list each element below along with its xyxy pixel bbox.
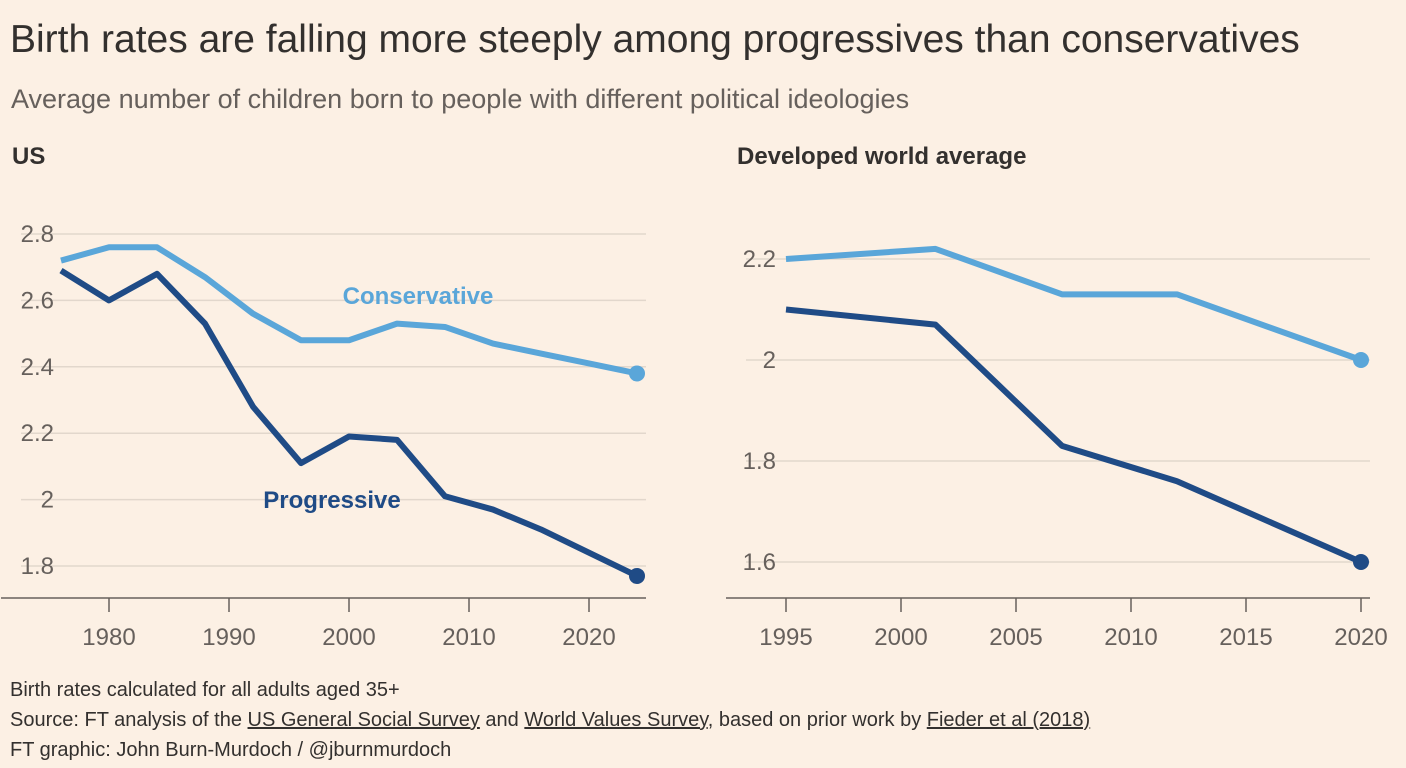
- series-end-point-progressive: [1353, 554, 1369, 570]
- y-tick-label: 2: [763, 347, 776, 374]
- y-tick-label: 1.6: [743, 549, 776, 576]
- series-line-progressive: [59, 267, 639, 579]
- developed-world-chart: 1.6 1.8 2 2.2 1995 2000 2005 2010 2015 2020: [726, 245, 1388, 651]
- series-end-point-progressive: [629, 567, 645, 584]
- x-tick-label: 2000: [874, 624, 927, 651]
- source-mid-2: , based on prior work by: [707, 709, 927, 731]
- series-end-point-conservative: [1353, 352, 1369, 368]
- x-tick-label: 2005: [989, 624, 1042, 651]
- chart-subtitle: Average number of children born to peopl…: [11, 84, 910, 114]
- series-line-conservative: [785, 245, 1363, 363]
- source-link-fieder[interactable]: Fieder et al (2018): [926, 709, 1091, 731]
- series-label-progressive: Progressive: [263, 487, 400, 514]
- y-tick-label: 2.4: [21, 354, 54, 381]
- source-link-gss[interactable]: US General Social Survey: [247, 709, 480, 731]
- panel-title-developed-world: Developed world average: [737, 143, 1027, 170]
- x-tick-label: 1980: [82, 624, 135, 651]
- source-prefix: Source: FT analysis of the: [10, 709, 248, 731]
- x-tick-label: 2000: [322, 624, 375, 651]
- y-tick-label: 2.6: [21, 287, 54, 314]
- y-tick-label: 2: [41, 487, 54, 514]
- x-tick-label: 2010: [1104, 624, 1157, 651]
- y-tick-label: 2.2: [21, 420, 54, 447]
- x-tick-label: 2015: [1219, 624, 1272, 651]
- x-tick-label: 1995: [759, 624, 812, 651]
- x-tick-label: 2010: [442, 624, 495, 651]
- y-tick-label: 2.8: [21, 221, 54, 248]
- y-tick-label: 1.8: [21, 553, 54, 580]
- x-tick-label: 1990: [202, 624, 255, 651]
- footer-credit: FT graphic: John Burn-Murdoch / @jburnmu…: [10, 739, 452, 761]
- y-tick-label: 1.8: [743, 448, 776, 475]
- y-tick-label: 2.2: [743, 246, 776, 273]
- x-tick-label: 2020: [1334, 624, 1387, 651]
- footer-source: Source: FT analysis of the US General So…: [10, 709, 1090, 732]
- source-mid-1: and: [479, 709, 525, 731]
- series-line-conservative: [60, 244, 638, 377]
- series-end-point-conservative: [629, 365, 645, 382]
- footer-note: Birth rates calculated for all adults ag…: [10, 679, 400, 701]
- panel-title-us: US: [12, 143, 46, 170]
- source-link-wvs[interactable]: World Values Survey: [524, 709, 708, 731]
- chart-title: Birth rates are falling more steeply amo…: [10, 18, 1300, 61]
- us-chart: 1.8 2 2.2 2.4 2.6 2.8 1980 1990 2000 2010 2020 Cons…: [1, 221, 646, 651]
- x-tick-label: 2020: [562, 624, 615, 651]
- series-label-conservative: Conservative: [343, 283, 494, 310]
- series-line-progressive: [785, 306, 1363, 565]
